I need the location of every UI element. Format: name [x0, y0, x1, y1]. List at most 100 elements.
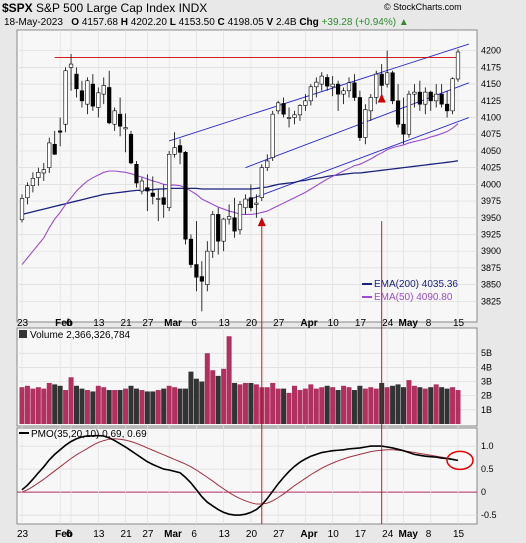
- candle-body: [63, 70, 68, 125]
- volume-bar: [188, 371, 194, 424]
- x-tick-label-bottom: 17: [355, 529, 367, 540]
- volume-bar: [264, 387, 270, 424]
- buy-arrow-icon: [257, 217, 266, 227]
- x-tick-label-top: 8: [426, 318, 432, 329]
- volume-bar: [101, 387, 107, 424]
- overlay-layer: [257, 93, 474, 524]
- volume-bar: [406, 380, 412, 424]
- volume-bar: [35, 387, 41, 424]
- candle-body: [85, 80, 90, 105]
- price-tick-label: 3975: [481, 196, 501, 206]
- volume-bar: [324, 385, 330, 424]
- candle-body: [112, 110, 117, 125]
- volume-bar: [193, 378, 199, 424]
- volume-bar: [422, 388, 428, 424]
- candle-body: [303, 100, 308, 106]
- candle-body: [167, 153, 172, 209]
- candle-body: [41, 169, 46, 174]
- low-value: 4153.50: [178, 17, 215, 28]
- volume-bar: [95, 385, 101, 424]
- x-tick-label-top: May: [399, 318, 419, 329]
- volume-bar: [204, 353, 210, 424]
- volume-label: Volume 2,366,326,784: [30, 330, 131, 341]
- volume-bar: [215, 375, 221, 424]
- volume-bar: [221, 368, 227, 424]
- source-credit: © StockCharts.com: [384, 2, 462, 12]
- price-tick-label: 4075: [481, 129, 501, 139]
- volume-bar: [248, 382, 254, 424]
- trendline: [245, 117, 470, 202]
- x-tick-label-top: 15: [453, 318, 465, 329]
- volume-bar: [270, 382, 276, 424]
- volume-bar: [123, 388, 129, 424]
- candle-body: [450, 78, 455, 112]
- candle-body: [150, 192, 155, 197]
- volume-bar: [52, 384, 58, 424]
- x-tick-label-bottom: 6: [191, 529, 197, 540]
- volume-bar: [106, 390, 112, 424]
- price-tick-label: 3825: [481, 296, 501, 306]
- volume-bar: [362, 388, 368, 424]
- x-tick-label-top: 13: [93, 318, 105, 329]
- volume-bar: [232, 382, 238, 424]
- pmo-line: [21, 434, 459, 516]
- volume-bar: [84, 390, 90, 424]
- candle-body: [406, 93, 412, 135]
- volume-tick-label: 2B: [481, 391, 492, 401]
- volume-bar: [79, 388, 85, 424]
- x-tick-label-top: Feb: [55, 318, 73, 329]
- pmo-tick-label: 0: [481, 487, 486, 497]
- chart-header-row2: 18-May-2023 O 4157.68 H 4202.20 L 4153.5…: [4, 17, 409, 28]
- volume-bar: [139, 390, 145, 424]
- volume-layer: [19, 336, 461, 424]
- volume-bar: [313, 388, 319, 424]
- volume-bar: [41, 388, 47, 424]
- price-tick-label: 4025: [481, 163, 501, 173]
- price-tick-label: 4200: [481, 46, 501, 56]
- candle-body: [423, 91, 428, 105]
- volume-bar: [384, 387, 390, 424]
- volume-bar: [90, 391, 96, 424]
- candle-body: [128, 133, 134, 164]
- candle-body: [281, 103, 286, 115]
- x-tick-label-bottom: 15: [453, 529, 465, 540]
- candle-body: [374, 73, 379, 98]
- candle-body: [276, 102, 281, 112]
- price-tick-label: 4050: [481, 146, 501, 156]
- x-tick-label-bottom: 20: [246, 529, 258, 540]
- candle-body: [292, 114, 297, 118]
- candle-body: [205, 250, 210, 285]
- candle-body: [145, 187, 150, 192]
- candle-body: [30, 178, 36, 186]
- candle-body: [325, 77, 330, 87]
- price-tick-label: 3850: [481, 280, 501, 290]
- x-tick-label-bottom: 21: [121, 529, 133, 540]
- price-tick-label: 4150: [481, 79, 501, 89]
- volume-bar: [373, 388, 379, 424]
- price-tick-label: 3900: [481, 246, 501, 256]
- candle-body: [68, 63, 74, 68]
- volume-bar: [455, 390, 461, 424]
- candle-body: [156, 198, 161, 200]
- candle-body: [210, 214, 215, 252]
- candle-body: [118, 113, 123, 127]
- candle-body: [161, 197, 166, 205]
- volume-bar: [128, 385, 134, 424]
- axis-labels: 3825 3850 3875 3900 3925 3950 3975 4000 4025 4050…: [17, 46, 501, 540]
- volume-bar: [144, 391, 150, 424]
- volume-bar: [319, 387, 325, 424]
- candle-body: [58, 130, 63, 133]
- candle-body: [183, 151, 188, 240]
- volume-bar: [368, 387, 374, 424]
- chart-header-row1: $SPX S&P 500 Large Cap Index INDX: [2, 1, 207, 15]
- date: 18-May-2023: [4, 17, 63, 28]
- volume-bar: [226, 336, 232, 424]
- x-tick-label-top: Mar: [164, 318, 182, 329]
- pmo-label: PMO(35,20,10) 0.69, 0.69: [31, 429, 147, 440]
- candle-body: [335, 83, 341, 95]
- x-tick-label-bottom: 24: [382, 529, 394, 540]
- volume-bar: [292, 385, 297, 424]
- volume-bar: [411, 385, 417, 424]
- volume-bar: [281, 388, 287, 424]
